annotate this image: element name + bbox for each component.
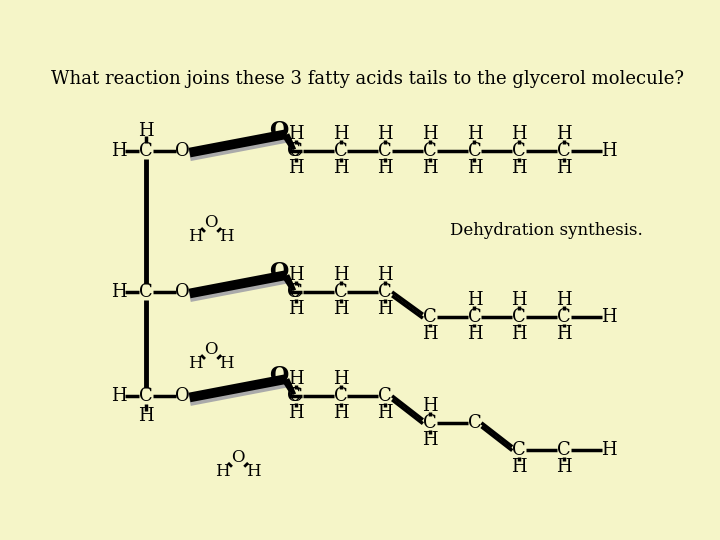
- Text: C: C: [378, 142, 392, 160]
- Text: H: H: [422, 325, 438, 342]
- Text: H: H: [111, 142, 127, 160]
- Text: H: H: [333, 370, 348, 388]
- Text: H: H: [556, 325, 572, 342]
- Text: H: H: [511, 458, 527, 476]
- Text: H: H: [467, 125, 482, 143]
- Text: H: H: [422, 431, 438, 449]
- Text: C: C: [557, 142, 571, 160]
- Text: C: C: [512, 308, 526, 326]
- Text: H: H: [288, 159, 304, 177]
- Text: H: H: [111, 387, 127, 405]
- Text: O: O: [175, 142, 190, 160]
- Text: H: H: [467, 291, 482, 309]
- Text: C: C: [467, 142, 482, 160]
- Text: H: H: [288, 266, 304, 284]
- Text: C: C: [423, 308, 437, 326]
- Text: C: C: [467, 308, 482, 326]
- Text: C: C: [378, 387, 392, 405]
- Text: C: C: [287, 283, 301, 301]
- Text: C: C: [333, 142, 347, 160]
- Text: H: H: [511, 125, 527, 143]
- Text: H: H: [333, 404, 348, 422]
- Text: H: H: [600, 142, 616, 160]
- Text: H: H: [556, 458, 572, 476]
- Text: C: C: [557, 441, 571, 459]
- Text: H: H: [246, 463, 261, 480]
- Text: H: H: [422, 159, 438, 177]
- Text: H: H: [138, 122, 153, 140]
- Text: H: H: [333, 159, 348, 177]
- Text: H: H: [219, 355, 234, 372]
- Text: H: H: [138, 407, 153, 425]
- Text: H: H: [189, 355, 203, 372]
- Text: C: C: [557, 308, 571, 326]
- Text: H: H: [377, 300, 393, 318]
- Text: H: H: [511, 291, 527, 309]
- Text: O: O: [269, 261, 289, 283]
- Text: H: H: [377, 266, 393, 284]
- Text: H: H: [600, 308, 616, 326]
- Text: H: H: [600, 441, 616, 459]
- Text: C: C: [333, 387, 347, 405]
- Text: H: H: [511, 159, 527, 177]
- Text: H: H: [111, 283, 127, 301]
- Text: O: O: [204, 214, 218, 231]
- Text: H: H: [219, 228, 234, 245]
- Text: What reaction joins these 3 fatty acids tails to the glycerol molecule?: What reaction joins these 3 fatty acids …: [51, 70, 684, 87]
- Text: H: H: [333, 125, 348, 143]
- Text: C: C: [139, 142, 153, 160]
- Text: O: O: [269, 365, 289, 387]
- Text: Dehydration synthesis.: Dehydration synthesis.: [450, 222, 642, 239]
- Text: H: H: [288, 125, 304, 143]
- Text: H: H: [189, 228, 203, 245]
- Text: H: H: [333, 266, 348, 284]
- Text: O: O: [175, 387, 190, 405]
- Text: H: H: [288, 404, 304, 422]
- Text: H: H: [511, 325, 527, 342]
- Text: C: C: [423, 142, 437, 160]
- Text: C: C: [512, 142, 526, 160]
- Text: H: H: [467, 159, 482, 177]
- Text: C: C: [287, 142, 301, 160]
- Text: H: H: [377, 125, 393, 143]
- Text: H: H: [556, 291, 572, 309]
- Text: H: H: [377, 404, 393, 422]
- Text: C: C: [139, 283, 153, 301]
- Text: H: H: [215, 463, 230, 480]
- Text: C: C: [139, 387, 153, 405]
- Text: H: H: [333, 300, 348, 318]
- Text: C: C: [289, 142, 302, 160]
- Text: C: C: [333, 283, 347, 301]
- Text: H: H: [422, 397, 438, 415]
- Text: C: C: [289, 283, 302, 301]
- Text: O: O: [175, 283, 190, 301]
- Text: C: C: [467, 414, 482, 432]
- Text: H: H: [556, 159, 572, 177]
- Text: C: C: [378, 283, 392, 301]
- Text: H: H: [556, 125, 572, 143]
- Text: H: H: [288, 370, 304, 388]
- Text: C: C: [423, 414, 437, 432]
- Text: H: H: [377, 159, 393, 177]
- Text: H: H: [467, 325, 482, 342]
- Text: O: O: [269, 120, 289, 142]
- Text: C: C: [512, 441, 526, 459]
- Text: C: C: [287, 387, 301, 405]
- Text: C: C: [289, 387, 302, 405]
- Text: O: O: [204, 341, 218, 358]
- Text: H: H: [422, 125, 438, 143]
- Text: H: H: [288, 300, 304, 318]
- Text: O: O: [231, 449, 245, 466]
